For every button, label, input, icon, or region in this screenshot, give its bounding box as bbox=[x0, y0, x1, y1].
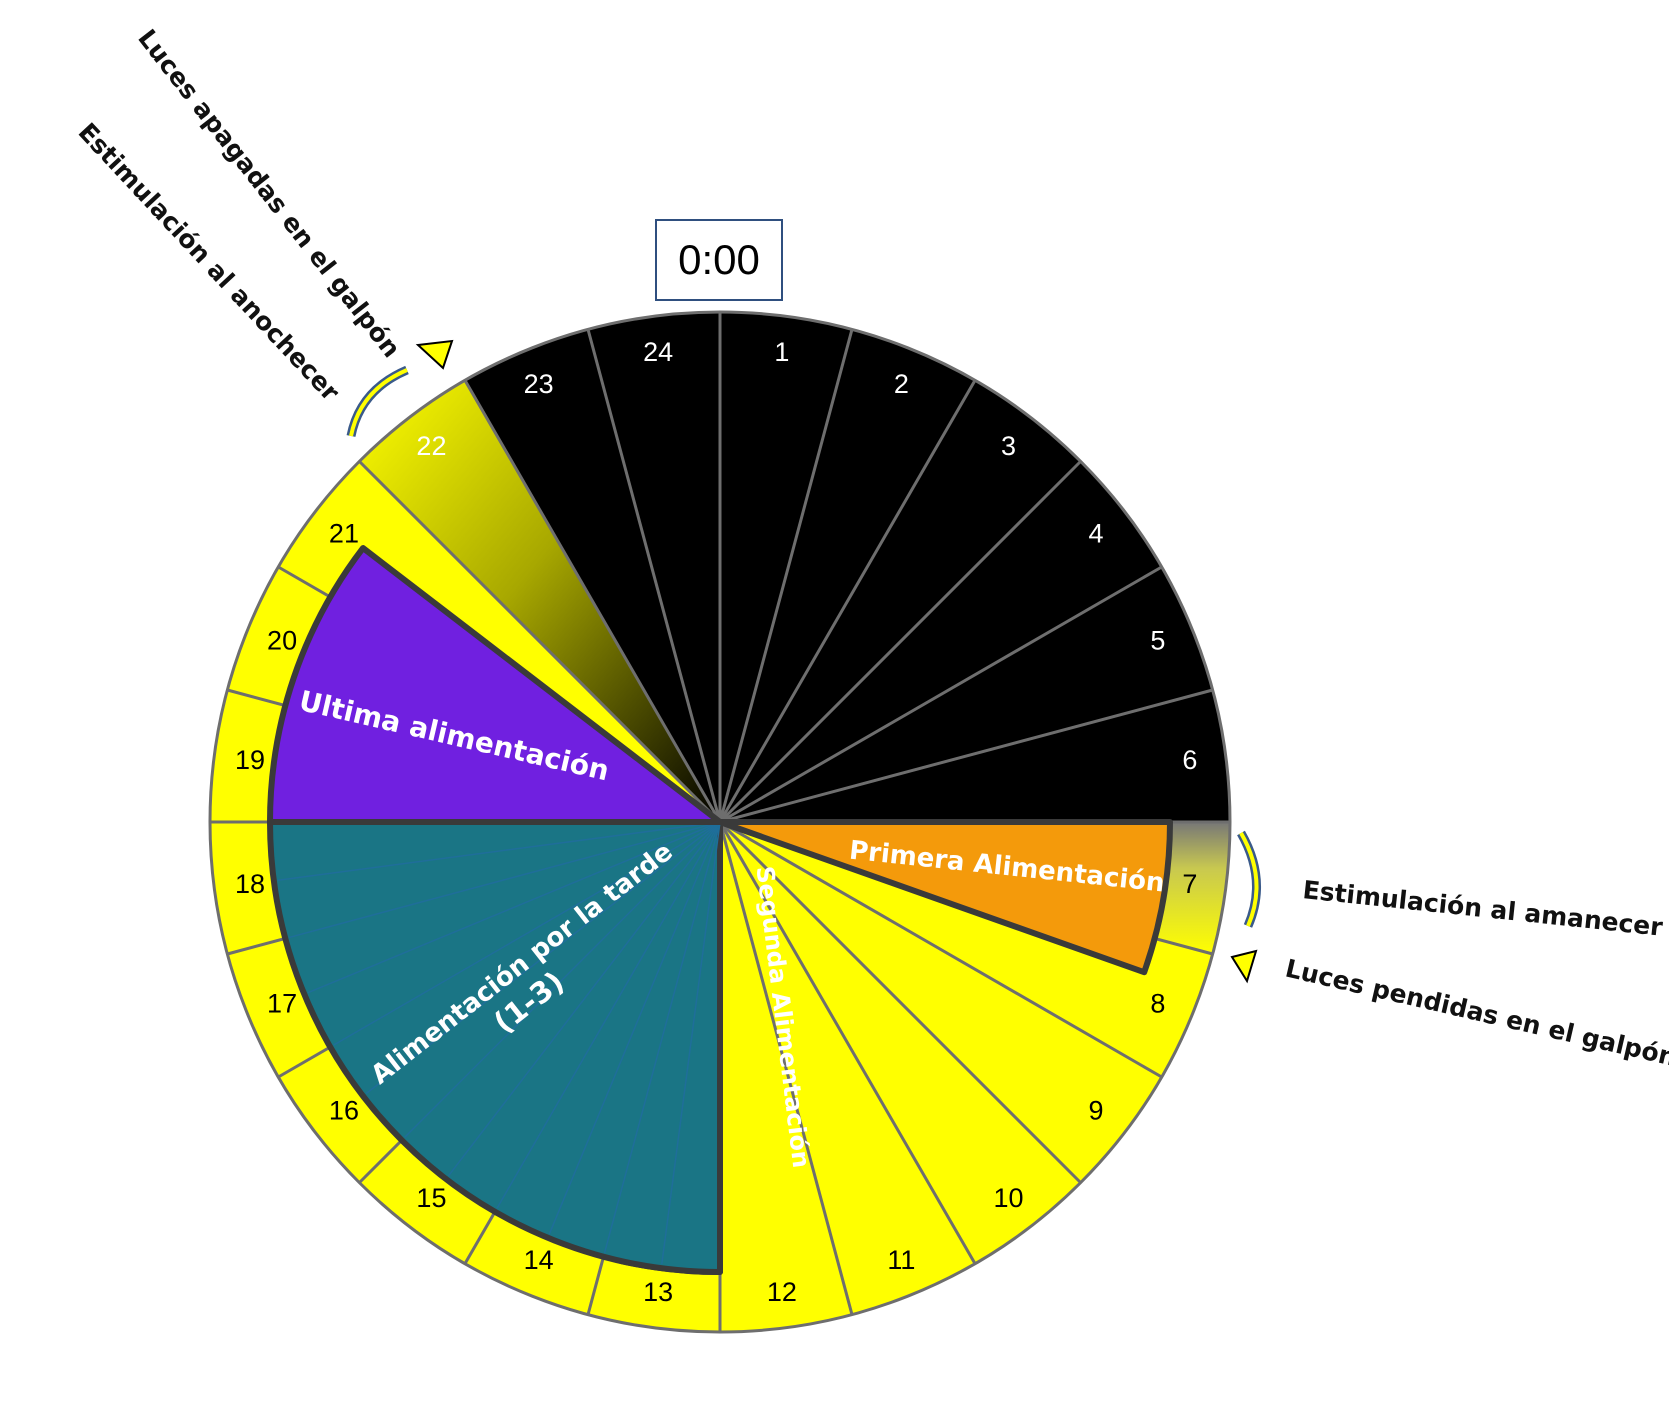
hour-label-15: 15 bbox=[416, 1183, 446, 1213]
hour-segment-5 bbox=[720, 567, 1213, 822]
hour-label-22: 22 bbox=[416, 431, 446, 461]
feeding-ray bbox=[307, 821, 721, 994]
hour-label-20: 20 bbox=[267, 626, 297, 656]
hour-label-13: 13 bbox=[643, 1277, 673, 1307]
hour-label-9: 9 bbox=[1089, 1096, 1104, 1126]
feeding-wedge-1 bbox=[717, 819, 1173, 976]
lights-on-note: Luces pendidas en el galpón bbox=[1283, 954, 1669, 1072]
hour-label-10: 10 bbox=[994, 1183, 1024, 1213]
hour-divider bbox=[718, 821, 854, 1316]
feeding-ray bbox=[277, 821, 721, 881]
feeding-ray bbox=[365, 821, 721, 1095]
hour-segment-2 bbox=[720, 329, 975, 822]
hour-divider bbox=[718, 460, 1082, 824]
hour-label-18: 18 bbox=[235, 869, 265, 899]
hour-segment-11 bbox=[720, 822, 975, 1315]
feeding-ray bbox=[661, 821, 721, 1265]
hour-divider bbox=[358, 460, 722, 824]
hour-label-8: 8 bbox=[1150, 988, 1165, 1018]
hour-label-3: 3 bbox=[1001, 431, 1016, 461]
hour-divider bbox=[719, 688, 1214, 824]
hour-label-21: 21 bbox=[329, 518, 359, 548]
hour-segment-4 bbox=[720, 461, 1162, 822]
hour-label-6: 6 bbox=[1182, 745, 1197, 775]
hour-divider bbox=[463, 379, 722, 823]
midnight-time-label: 0:00 bbox=[655, 219, 783, 301]
dawn-stimulation-note: Estimulación al amanecer bbox=[1301, 875, 1664, 942]
feeding-ray bbox=[333, 821, 721, 1046]
hour-divider bbox=[719, 565, 1163, 824]
hour-segment-23 bbox=[465, 329, 720, 822]
hour-segment-3 bbox=[720, 380, 1081, 822]
feeding-ray bbox=[404, 821, 721, 1138]
hour-label-23: 23 bbox=[524, 369, 554, 399]
hour-divider bbox=[718, 328, 854, 823]
hour-label-5: 5 bbox=[1150, 626, 1165, 656]
feeding-ray bbox=[496, 821, 721, 1209]
hour-label-2: 2 bbox=[894, 369, 909, 399]
hour-label-12: 12 bbox=[767, 1277, 797, 1307]
feeding-wedge-4 bbox=[267, 545, 723, 825]
hour-label-1: 1 bbox=[774, 337, 789, 367]
hour-segment-21 bbox=[278, 461, 720, 822]
dusk-bracket-arrow-fill bbox=[349, 368, 408, 437]
hour-label-19: 19 bbox=[235, 745, 265, 775]
hour-divider bbox=[719, 820, 1163, 1079]
hour-label-14: 14 bbox=[524, 1245, 554, 1275]
clock-rim bbox=[208, 310, 1232, 1334]
hour-divider bbox=[718, 821, 977, 1265]
hour-divider bbox=[718, 379, 977, 823]
hour-segment-10 bbox=[720, 822, 1081, 1264]
feeding-ray bbox=[548, 821, 721, 1235]
hour-label-16: 16 bbox=[329, 1096, 359, 1126]
hour-segment-8 bbox=[720, 822, 1213, 1077]
hour-divider bbox=[718, 820, 1082, 1184]
hour-label-24: 24 bbox=[643, 337, 673, 367]
dawn-triangle-icon bbox=[1230, 949, 1258, 984]
feeding-ray bbox=[447, 821, 721, 1177]
hour-segment-9 bbox=[720, 822, 1162, 1183]
feeding-ray bbox=[289, 821, 721, 939]
hour-segment-22 bbox=[359, 380, 720, 822]
hour-divider bbox=[586, 328, 722, 823]
hour-label-7: 7 bbox=[1182, 869, 1197, 899]
feeding-ray bbox=[603, 821, 721, 1253]
hour-label-11: 11 bbox=[887, 1245, 915, 1275]
dusk-triangle-icon bbox=[415, 339, 454, 370]
hour-label-17: 17 bbox=[267, 988, 297, 1018]
hour-label-4: 4 bbox=[1089, 518, 1104, 548]
dawn-bracket-arrow-fill bbox=[1239, 832, 1259, 927]
